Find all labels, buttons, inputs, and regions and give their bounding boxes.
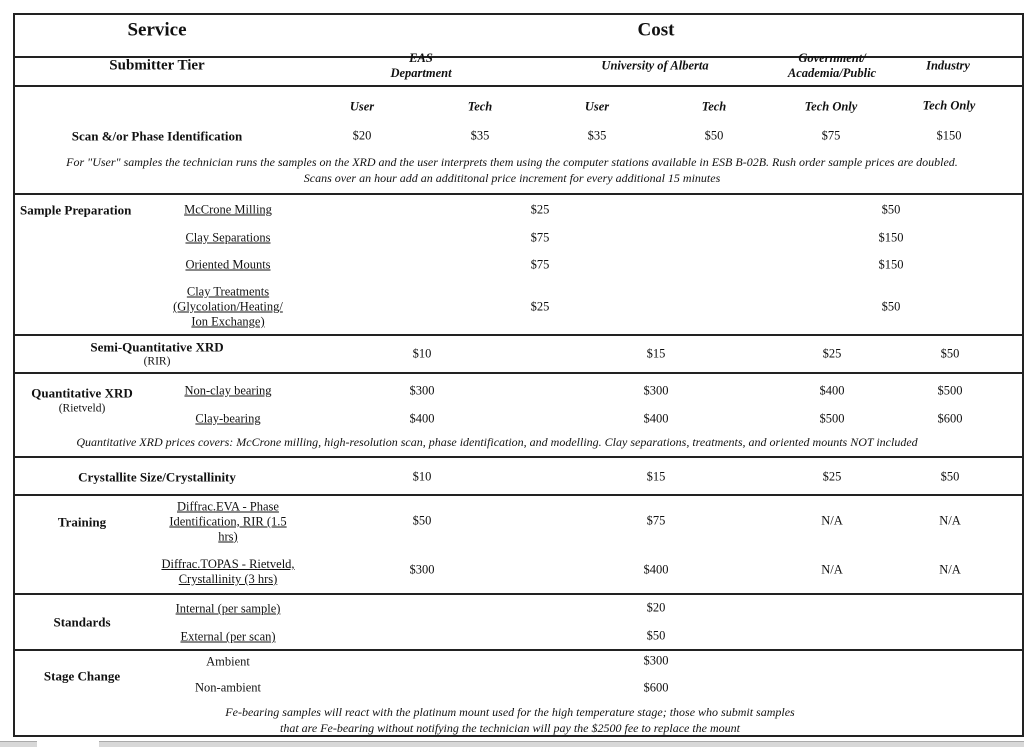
standards-label: Standards — [53, 614, 111, 630]
subheader-user: User — [349, 99, 375, 114]
training-label: Training — [57, 514, 107, 530]
price: N/A — [939, 562, 961, 577]
service-item: Clay-bearing — [195, 411, 261, 426]
subheader-tech: Tech — [701, 99, 727, 114]
price: N/A — [821, 562, 843, 577]
price: $50 — [881, 202, 901, 217]
service-header: Service — [127, 19, 187, 41]
crystallite-label: Crystallite Size/Crystallinity — [78, 469, 236, 485]
price: $75 — [530, 230, 550, 245]
sample-prep-label: Sample Preparation — [20, 202, 132, 218]
price: $500 — [819, 411, 845, 426]
service-item: McCrone Milling — [184, 202, 272, 217]
price: $75 — [646, 513, 666, 528]
subheader-tech: Tech — [467, 99, 493, 114]
quant-note: Quantitative XRD prices covers: McCrone … — [76, 435, 918, 449]
service-item: Internal (per sample) — [175, 601, 281, 616]
price: $25 — [822, 346, 842, 361]
service-item: Non-ambient — [195, 680, 261, 695]
price: $10 — [412, 346, 432, 361]
divider — [13, 334, 1024, 336]
divider — [13, 56, 1024, 58]
divider — [13, 593, 1024, 595]
service-item: External (per scan) — [180, 629, 276, 644]
cost-header: Cost — [637, 19, 675, 41]
horizontal-scrollbar[interactable] — [99, 741, 1024, 747]
price: $25 — [822, 469, 842, 484]
price: $50 — [881, 299, 901, 314]
price: $50 — [940, 346, 960, 361]
price: $150 — [936, 128, 962, 143]
tier-industry: Industry — [926, 58, 970, 73]
price: $35 — [470, 128, 490, 143]
price: $50 — [704, 128, 724, 143]
divider — [13, 649, 1024, 651]
semi-quant-sublabel: (RIR) — [143, 355, 171, 368]
price: $15 — [646, 469, 666, 484]
service-item: Clay Treatments (Glycolation/Heating/ Io… — [173, 284, 283, 329]
divider — [13, 494, 1024, 496]
quant-label: Quantitative XRD — [31, 385, 133, 401]
price: $600 — [643, 680, 669, 695]
price: $75 — [821, 128, 841, 143]
price: $20 — [646, 600, 666, 615]
subheader-tech-only: Tech Only — [804, 99, 858, 114]
quant-sublabel: (Rietveld) — [58, 402, 106, 415]
price: $150 — [878, 230, 904, 245]
submitter-tier-label: Submitter Tier — [109, 57, 205, 74]
price: $50 — [940, 469, 960, 484]
price: $150 — [878, 257, 904, 272]
service-item: Non-clay bearing — [184, 383, 272, 398]
sheet-tab[interactable] — [0, 741, 37, 747]
price: $15 — [646, 346, 666, 361]
service-item: Diffrac.TOPAS - Rietveld, Crystallinity … — [161, 557, 295, 586]
service-item: Diffrac.EVA - Phase Identification, RIR … — [169, 499, 287, 544]
tier-uofa: University of Alberta — [601, 58, 709, 73]
divider — [13, 193, 1024, 195]
divider — [13, 85, 1024, 87]
tier-government: Government/ Academia/Public — [787, 51, 877, 80]
divider — [13, 456, 1024, 458]
price: $50 — [412, 513, 432, 528]
price: $75 — [530, 257, 550, 272]
service-item: Ambient — [206, 654, 250, 669]
tier-eas: EAS Department — [390, 51, 452, 80]
service-item: Oriented Mounts — [185, 257, 271, 272]
price: $400 — [643, 411, 669, 426]
price: $300 — [643, 383, 669, 398]
divider — [13, 372, 1024, 374]
price: $300 — [409, 383, 435, 398]
price: $35 — [587, 128, 607, 143]
price: $400 — [409, 411, 435, 426]
price: $300 — [643, 653, 669, 668]
semi-quant-label: Semi-Quantitative XRD — [90, 339, 224, 355]
price: $25 — [530, 202, 550, 217]
price: $400 — [819, 383, 845, 398]
price: $20 — [352, 128, 372, 143]
subheader-tech-only: Tech Only — [922, 98, 976, 113]
price: $10 — [412, 469, 432, 484]
price: N/A — [939, 513, 961, 528]
price: N/A — [821, 513, 843, 528]
price-table — [13, 13, 1024, 737]
scan-label: Scan &/or Phase Identification — [71, 128, 243, 144]
price: $300 — [409, 562, 435, 577]
stage-note: Fe-bearing samples will react with the p… — [225, 705, 795, 735]
subheader-user: User — [584, 99, 610, 114]
service-item: Clay Separations — [185, 230, 271, 245]
price: $25 — [530, 299, 550, 314]
price: $600 — [937, 411, 963, 426]
price: $400 — [643, 562, 669, 577]
price: $500 — [937, 383, 963, 398]
stage-change-label: Stage Change — [43, 668, 121, 684]
price: $50 — [646, 628, 666, 643]
scan-note: For "User" samples the technician runs t… — [66, 155, 958, 185]
